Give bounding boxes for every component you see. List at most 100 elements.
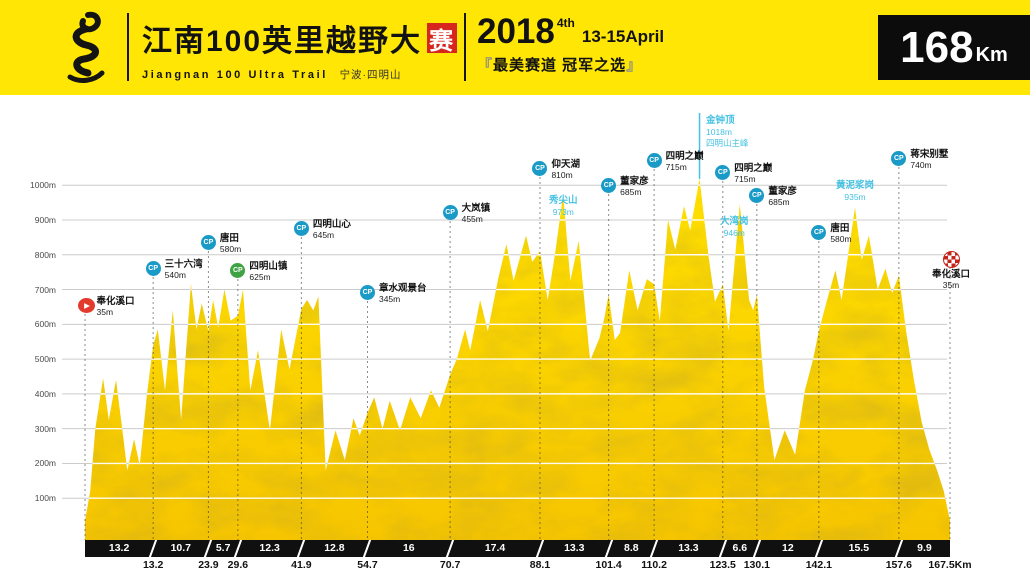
brand-logo [67,11,105,83]
header-divider [127,13,129,81]
finish-flag-icon [942,250,960,268]
segment-distance: 16 [402,542,415,554]
checkpoint-label: 四明山镇 625m [249,261,287,283]
title-block: 江南100英里越野大 赛 Jiangnan 100 Ultra Trail 宁波… [142,16,458,82]
checkpoint-name: 四明之巅 [734,162,773,174]
checkpoint-label: 大岚镇 455m [462,203,491,225]
checkpoint-name: 奉化溪口 [96,295,135,307]
checkpoint-name: 三十六湾 [164,258,203,270]
checkpoint-name: 四明之巅 [665,150,704,162]
checkpoint-elevation: 685m [620,186,642,197]
peak-elevation: 946m [723,227,745,238]
segment-separator [814,538,824,559]
cp-badge: CP [646,152,662,168]
checkpoint-name: 奉化溪口 [931,268,971,280]
checkpoint-label: 蒋宋别墅 740m [910,149,948,171]
peak-name: 大湾岗 [720,216,749,227]
peak-label: 黄泥浆岗 935m [836,180,874,203]
segment-separator [535,538,545,559]
segment-distance: 15.5 [848,542,870,554]
segment-distance: 6.6 [732,542,748,554]
checkpoint-elevation: 455m [461,213,483,224]
y-axis-label: 900m [34,214,56,225]
y-axis-label: 100m [34,493,56,504]
cumulative-distance: 157.6 [885,559,912,571]
checkpoint-marker: CP 仰天湖 810m [532,159,580,180]
y-axis-label: 600m [34,319,56,330]
distance-unit: Km [975,44,1008,66]
segment-distance: 12 [782,542,794,554]
checkpoint-elevation: 810m [551,169,573,180]
y-axis-label: 700m [34,284,56,295]
peak-name: 秀尖山 [549,195,578,206]
checkpoint-name: 章水观景台 [378,282,427,294]
cumulative-distance: 54.7 [357,559,378,571]
cp-badge: CP [891,150,907,166]
checkpoint-marker: CP 董家彦 685m [601,176,649,197]
segment-distance: 10.7 [170,542,191,554]
cp-badge: CP [749,187,765,203]
cp-badge: CP [359,284,375,300]
peak-elevation: 1018m [706,126,732,137]
cumulative-distance: 167.5Km [928,559,972,571]
y-axis-label: 1000m [30,180,56,191]
elevation-profile-svg [62,113,951,540]
peak-label: 金钟顶 1018m 四明山主峰 [706,115,749,149]
y-axis-label: 800m [34,249,56,260]
segment-distance-bar: 13.2 10.7 5.7 12.3 12.8 16 17.4 13.3 8.8 13.3 6.6 1… [85,538,950,559]
checkpoint-elevation: 715m [734,173,756,184]
date-block: 2018 4th 13-15April 『最美赛道 冠军之选』 [477,13,665,75]
checkpoint-elevation: 580m [830,233,852,244]
checkpoint-label: 仰天湖 810m [551,159,580,181]
slogan-close-bracket: 』 [626,56,643,74]
cumulative-distance: 130.1 [743,559,770,571]
segment-distance: 13.2 [108,542,130,554]
event-edition: 4th [556,16,575,30]
checkpoint-marker: CP 四明之巅 715m [646,151,704,172]
cumulative-distance: 123.5 [709,559,736,571]
cp-badge: CP [715,164,731,180]
checkpoint-name: 董家彦 [620,175,649,187]
event-dates: 13-15April [581,27,665,46]
checkpoint-marker: CP 四明山镇 625m [230,261,287,282]
checkpoint-marker: ▶ 奉化溪口 35m [77,296,135,317]
segment-distance: 13.3 [564,542,585,554]
cumulative-distance: 70.7 [439,559,461,571]
slogan-text: 最美赛道 冠军之选 [493,56,627,74]
cp-badge: CP [442,204,458,220]
cumulative-distance-row: 13.2 23.9 29.6 41.9 54.7 70.7 88.1 101.4 110.2 12… [0,557,1030,575]
checkpoint-marker: CP 四明山心 645m [293,219,351,240]
checkpoint-elevation: 35m [96,306,114,317]
peak-elevation: 935m [844,191,866,202]
checkpoint-marker: CP 大岚镇 455m [442,203,490,224]
checkpoint-label: 四明之巅 715m [734,163,772,185]
checkpoint-elevation: 715m [665,161,687,172]
event-slogan: 『最美赛道 冠军之选』 [477,54,664,75]
cumulative-distance: 101.4 [595,559,622,571]
peak-name: 黄泥浆岗 [836,180,875,191]
cumulative-distance: 88.1 [529,559,551,571]
peak-label: 秀尖山 973m [549,195,578,218]
checkpoint-label: 奉化溪口 35m [932,269,970,291]
checkpoint-elevation: 625m [249,271,271,282]
segment-distance: 12.3 [259,542,280,554]
checkpoint-marker: 奉化溪口 35m [932,250,970,290]
checkpoint-elevation: 540m [164,269,186,280]
checkpoint-label: 唐田 580m [220,233,241,255]
checkpoint-label: 三十六湾 540m [165,259,203,281]
y-axis-label: 300m [34,423,56,434]
checkpoint-name: 董家彦 [768,185,797,197]
title-seal: 赛 [427,23,458,55]
checkpoint-elevation: 645m [312,229,335,240]
event-subtitle: Jiangnan 100 Ultra Trail 宁波·四明山 [142,67,457,82]
segment-separator [296,538,306,559]
slogan-open-bracket: 『 [477,56,494,74]
checkpoint-marker: CP 蒋宋别墅 740m [891,149,948,170]
checkpoint-marker: CP 四明之巅 715m [715,163,772,184]
cumulative-distance: 110.2 [641,559,667,571]
checkpoint-marker: CP 三十六湾 540m [145,259,203,280]
cumulative-distance: 41.9 [291,559,312,571]
checkpoint-name: 蒋宋别墅 [910,148,949,160]
checkpoint-label: 董家彦 685m [620,176,649,198]
